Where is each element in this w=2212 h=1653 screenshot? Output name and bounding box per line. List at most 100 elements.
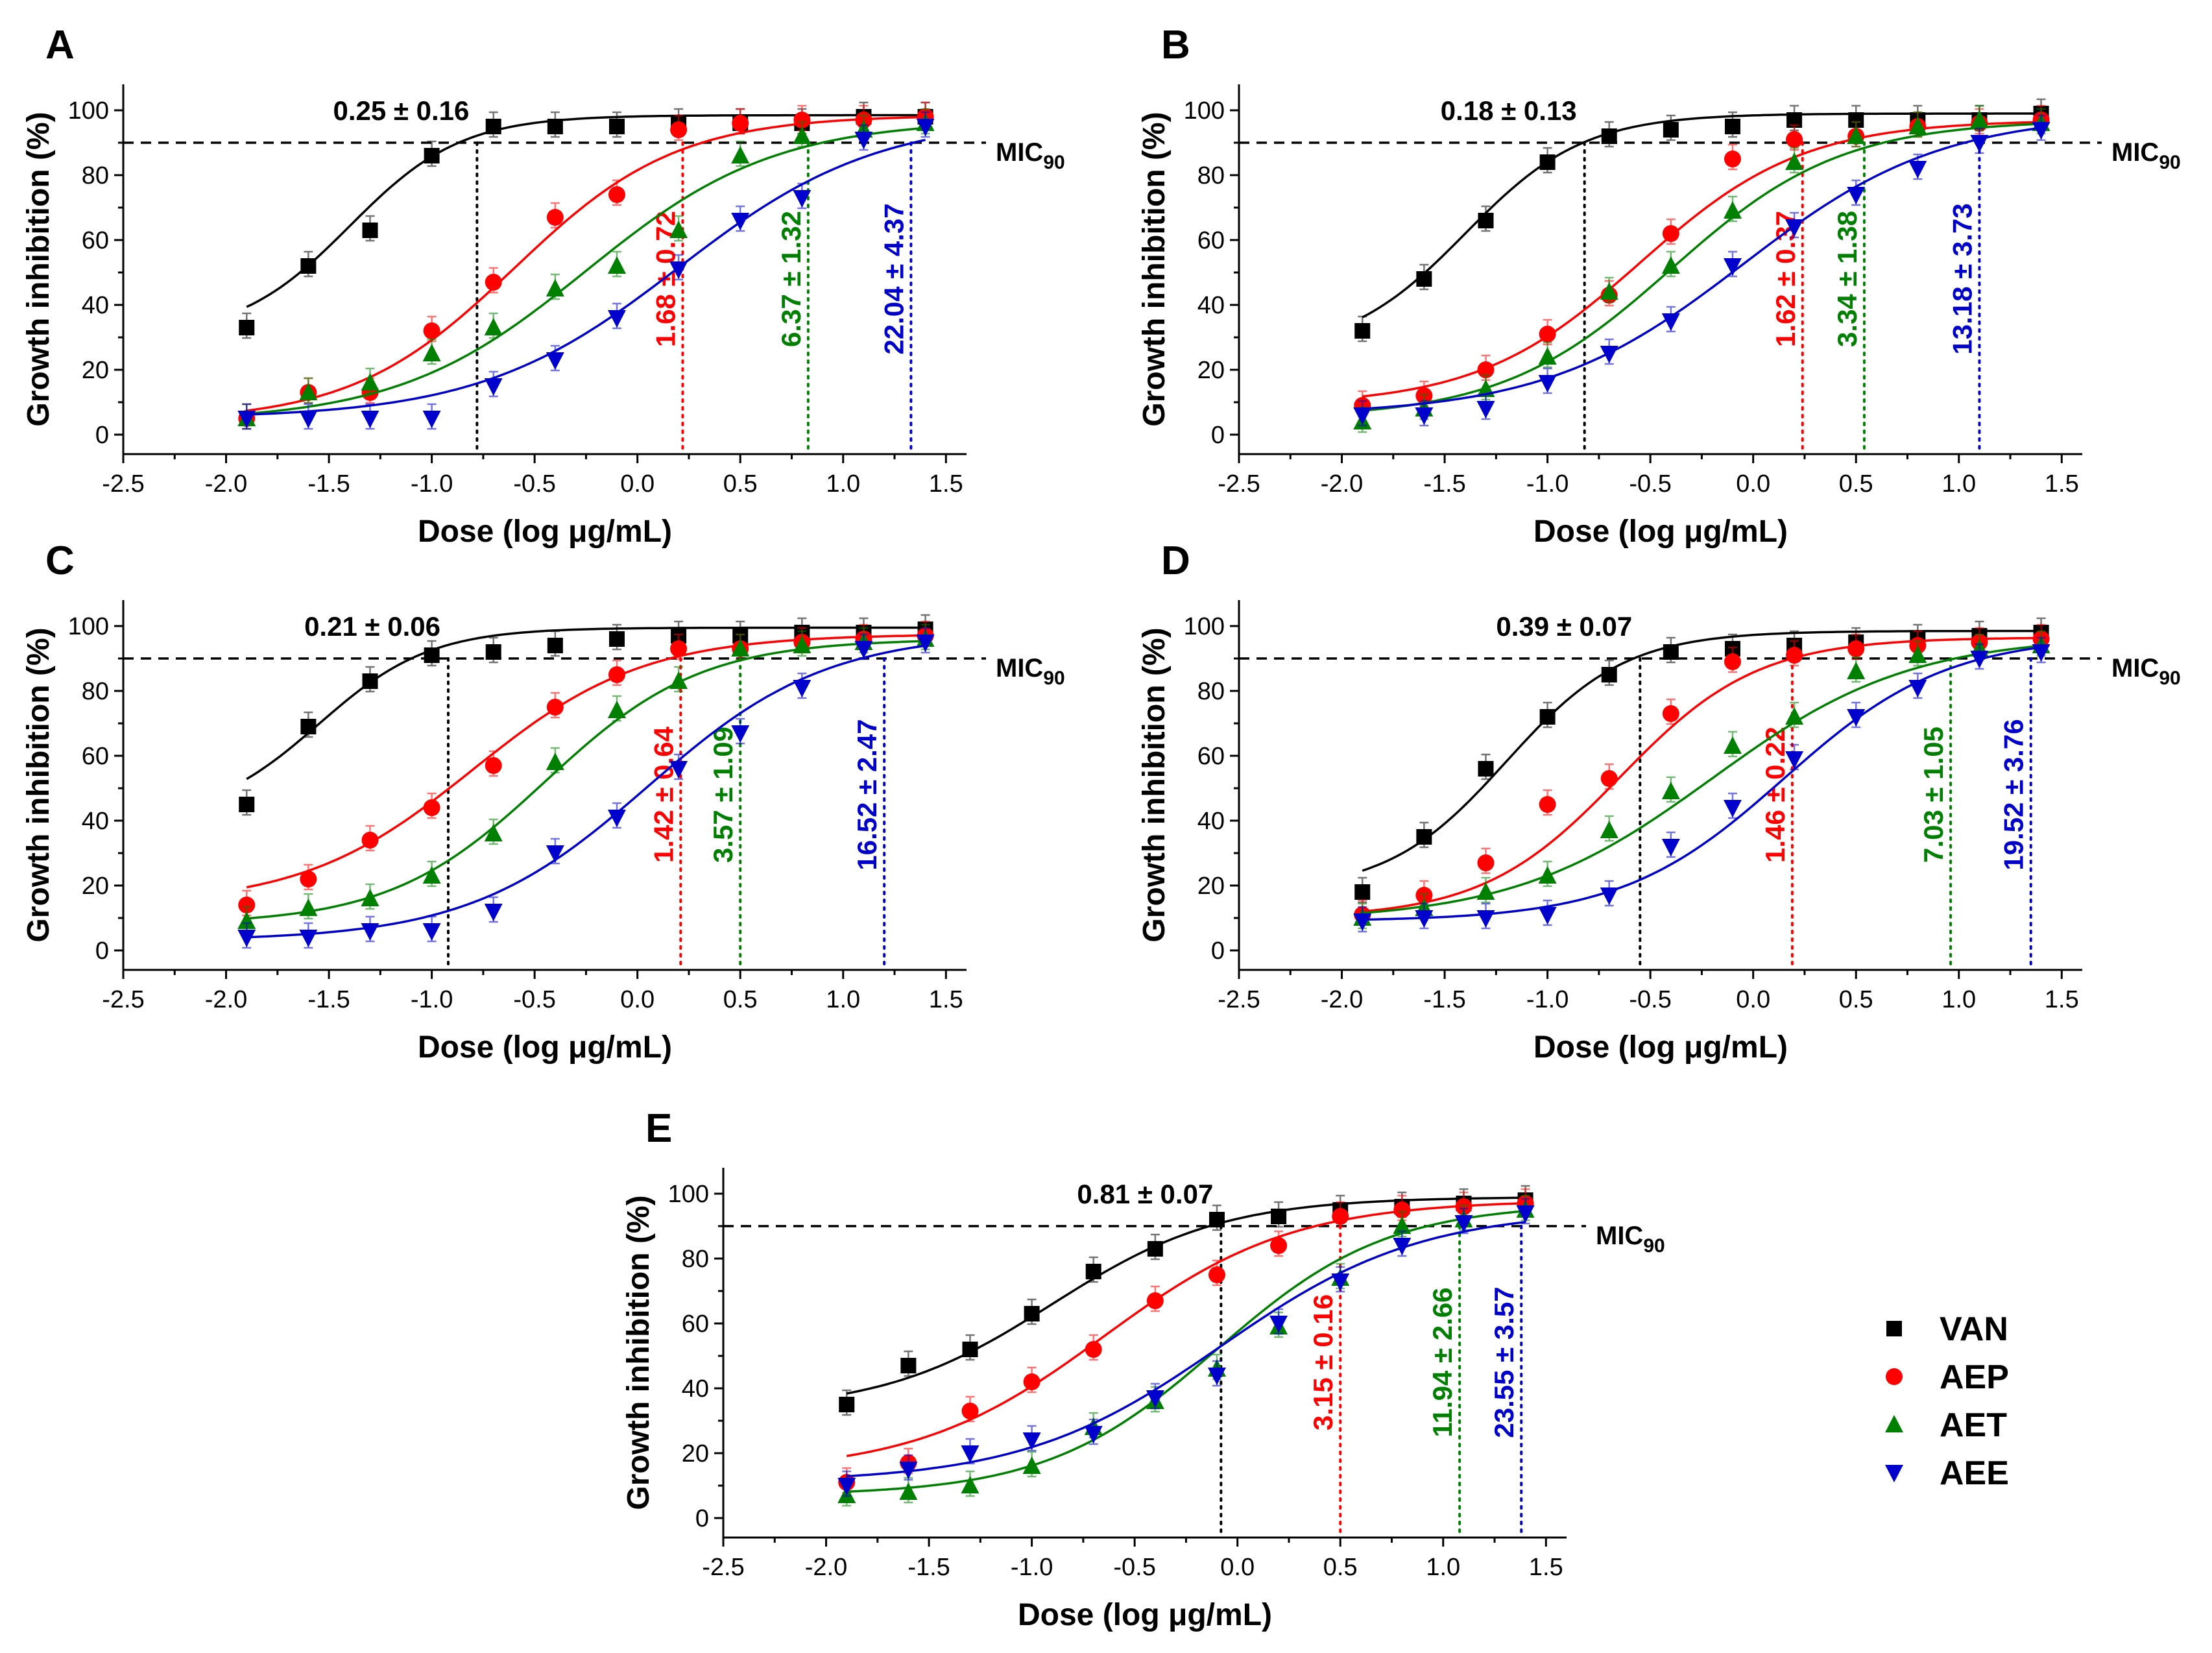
- x-tick-label: -0.5: [513, 986, 555, 1013]
- x-tick-label: -2.0: [1321, 986, 1363, 1013]
- data-point: [237, 411, 256, 428]
- data-point: [1847, 187, 1866, 204]
- series-aep: [238, 101, 934, 430]
- data-point: [1146, 1390, 1164, 1408]
- y-tick-label: 100: [68, 97, 109, 125]
- data-point: [793, 190, 811, 208]
- x-tick-label: 1.0: [826, 470, 860, 498]
- data-point: [1539, 796, 1556, 813]
- x-tick-label: 0.0: [620, 986, 655, 1013]
- data-point: [1662, 705, 1679, 722]
- data-point: [299, 411, 318, 428]
- mic-value-aet: 3.34 ± 1.38: [1832, 211, 1862, 347]
- data-point: [238, 897, 256, 913]
- data-point: [1847, 662, 1866, 679]
- data-point: [1538, 907, 1557, 924]
- data-point: [837, 1478, 856, 1495]
- fit-curve: [1362, 646, 2041, 921]
- data-point: [546, 209, 564, 226]
- x-tick-label: -2.5: [102, 986, 144, 1013]
- data-point: [1271, 1209, 1287, 1224]
- data-point: [1538, 866, 1557, 884]
- y-tick-label: 80: [1197, 162, 1225, 189]
- y-tick-label: 20: [1197, 873, 1225, 900]
- mic-value-aee: 13.18 ± 3.73: [1947, 203, 1977, 354]
- panel-letter: D: [1161, 538, 1190, 583]
- data-point: [899, 1482, 918, 1500]
- fit-curve: [246, 640, 926, 920]
- data-point: [546, 753, 564, 770]
- fit-curve: [246, 115, 926, 412]
- data-point: [1662, 225, 1679, 242]
- mic-value-van: 0.21 ± 0.06: [304, 611, 440, 642]
- x-tick-label: 0.0: [1736, 470, 1770, 498]
- x-axis-title: Dose (log μg/mL): [1533, 514, 1788, 549]
- data-point: [1085, 1264, 1101, 1279]
- y-tick-label: 40: [1197, 292, 1225, 319]
- data-point: [547, 638, 563, 653]
- data-point: [237, 911, 256, 929]
- y-tick-label: 20: [82, 873, 109, 900]
- mic90-label: MIC90: [996, 138, 1065, 173]
- x-tick-label: -1.0: [1526, 986, 1569, 1013]
- fit-curve: [246, 634, 926, 889]
- x-tick-label: -0.5: [1629, 986, 1671, 1013]
- series-aee: [837, 1198, 1535, 1497]
- legend: VAN AEP AET AEE: [1885, 1310, 2009, 1492]
- x-tick-label: 1.0: [826, 986, 860, 1013]
- data-point: [1393, 1201, 1411, 1218]
- x-tick-label: -1.0: [411, 470, 453, 498]
- y-axis-title: Growth inhibition (%): [21, 627, 56, 942]
- y-tick-label: 80: [82, 162, 109, 189]
- data-point: [1538, 375, 1557, 392]
- x-tick-label: -2.5: [702, 1554, 744, 1581]
- data-point: [1454, 1215, 1473, 1233]
- y-tick-label: 40: [82, 808, 109, 835]
- x-tick-label: -2.0: [205, 470, 247, 498]
- legend-marker-van: [1886, 1321, 1902, 1336]
- data-point: [1908, 680, 1927, 697]
- y-axis-title: Growth inhibition (%): [621, 1195, 656, 1510]
- y-tick-label: 100: [668, 1181, 709, 1208]
- data-point: [839, 1397, 855, 1412]
- data-point: [1601, 128, 1617, 144]
- data-point: [1908, 117, 1927, 134]
- data-point: [1022, 1432, 1041, 1450]
- data-point: [1478, 213, 1494, 228]
- mic-value-aet: 11.94 ± 2.66: [1427, 1288, 1458, 1438]
- series-aee: [237, 111, 935, 430]
- y-tick-label: 20: [1197, 357, 1225, 384]
- x-tick-label: 0.5: [1323, 1554, 1358, 1581]
- y-tick-label: 40: [682, 1375, 709, 1403]
- data-point: [1416, 829, 1432, 845]
- x-tick-label: 0.0: [620, 470, 655, 498]
- mic-value-aet: 6.37 ± 1.32: [776, 211, 806, 347]
- data-point: [1477, 361, 1495, 378]
- x-tick-label: -1.0: [411, 986, 453, 1013]
- data-point: [899, 1462, 918, 1479]
- data-point: [669, 671, 688, 689]
- series-aee: [237, 627, 935, 949]
- data-point: [1146, 1292, 1164, 1309]
- legend-label-aep: AEP: [1940, 1358, 2009, 1396]
- data-point: [1786, 647, 1803, 664]
- data-point: [546, 845, 564, 863]
- fit-curve: [1362, 123, 2041, 412]
- data-point: [300, 258, 317, 274]
- data-point: [484, 904, 503, 921]
- data-point: [300, 719, 317, 734]
- data-point: [1847, 709, 1866, 727]
- data-point: [1539, 709, 1556, 725]
- y-tick-label: 40: [82, 292, 109, 319]
- mic-value-aee: 16.52 ± 2.47: [852, 719, 882, 870]
- fit-curve: [246, 626, 926, 780]
- fit-curve: [1362, 121, 2041, 398]
- data-point: [1539, 326, 1556, 343]
- x-tick-label: 0.0: [1736, 986, 1770, 1013]
- x-axis-title: Dose (log μg/mL): [418, 514, 672, 549]
- data-point: [669, 761, 688, 778]
- x-tick-label: -2.5: [1218, 470, 1260, 498]
- data-point: [916, 634, 935, 652]
- y-tick-label: 60: [82, 227, 109, 254]
- data-point: [1023, 1373, 1040, 1390]
